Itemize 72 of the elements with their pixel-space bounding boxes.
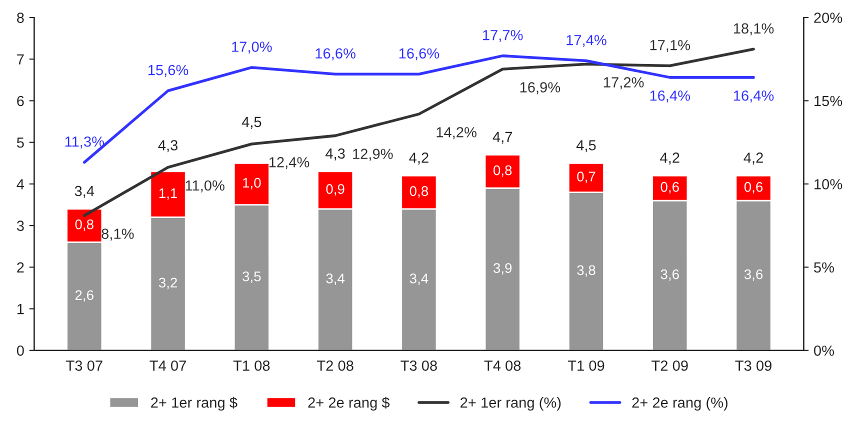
data-label: 0,9 [326,184,344,196]
legend-label: 2+ 1er rang (%) [460,397,561,411]
data-label: 17,1% [650,40,690,52]
data-label: 17,2% [604,77,644,90]
y2-tick-label: 5% [814,262,834,273]
x-tick-label: T2 08 [316,360,354,371]
data-label: 1,1 [159,188,178,200]
data-label: 16,4% [650,90,690,103]
y-tick-label: 0 [16,346,24,356]
x-tick-label: T1 08 [233,360,270,371]
y-tick-label: 6 [17,96,24,106]
data-label: 0,7 [577,172,596,184]
y2-tick-label: 10% [814,179,842,190]
y-tick-label: 4 [16,179,24,190]
y-tick-label: 2 [17,262,24,272]
x-tick-label: T3 08 [400,360,437,371]
x-tick-label: T4 07 [150,360,186,371]
data-label: 11,0% [186,180,224,192]
data-label: 0,6 [660,182,679,194]
x-tick-label: T2 09 [652,360,688,371]
data-label: 12,9% [353,148,393,161]
total-label: 4,5 [576,140,596,152]
y-tick-label: 1 [17,304,24,314]
data-label: 3,2 [158,278,177,290]
data-label: 3,4 [326,274,345,286]
legend-label: 2+ 1er rang $ [151,396,238,411]
total-label: 4,3 [326,148,345,160]
y2-tick-label: 15% [814,96,842,106]
total-label: 4,2 [660,152,680,165]
data-label: 8,1% [102,228,134,241]
total-label: 3,4 [74,186,94,198]
total-label: 4,2 [409,152,428,165]
data-label: 16,6% [316,48,356,60]
data-label: 1,0 [243,178,261,190]
data-label: 0,8 [493,165,512,177]
data-label: 14,2% [436,127,476,140]
y2-tick-label: 20% [814,12,842,23]
data-label: 15,6% [148,64,188,77]
y2-tick-label: 0% [814,346,834,356]
data-label: 3,9 [493,263,512,275]
y-tick-label: 8 [17,12,24,23]
data-label: 18,1% [734,23,774,36]
total-label: 4,2 [744,152,763,165]
data-label: 11,3% [65,136,104,149]
x-tick-label: T3 09 [735,360,772,371]
data-label: 16,6% [399,48,440,60]
x-tick-label: T3 07 [66,360,102,371]
data-label: 2,6 [75,290,94,302]
y-tick-label: 3 [16,220,24,231]
data-label: 17,7% [483,30,523,42]
data-label: 0,6 [744,182,763,194]
data-label: 3,8 [577,265,596,277]
y-tick-label: 5 [16,138,24,148]
data-label: 0,8 [410,186,428,198]
total-label: 4,7 [492,132,512,144]
data-label: 17,0% [232,42,272,54]
data-label: 12,4% [269,157,310,170]
data-label: 3,4 [410,274,428,286]
y-tick-label: 7 [17,54,24,64]
total-label: 4,5 [242,116,262,129]
data-label: 17,4% [566,35,606,47]
data-label: 3,6 [744,269,763,281]
data-label: 3,5 [242,271,261,283]
data-label: 16,9% [520,82,560,94]
legend-label: 2+ 2e rang (%) [632,397,728,411]
x-tick-label: T4 08 [484,360,521,371]
data-label: 0,8 [75,219,94,231]
x-tick-label: T1 09 [568,360,604,371]
data-label: 16,4% [734,90,774,103]
legend-label: 2+ 2e rang $ [308,396,390,411]
total-label: 4,3 [158,140,178,152]
data-label: 3,6 [660,269,679,281]
